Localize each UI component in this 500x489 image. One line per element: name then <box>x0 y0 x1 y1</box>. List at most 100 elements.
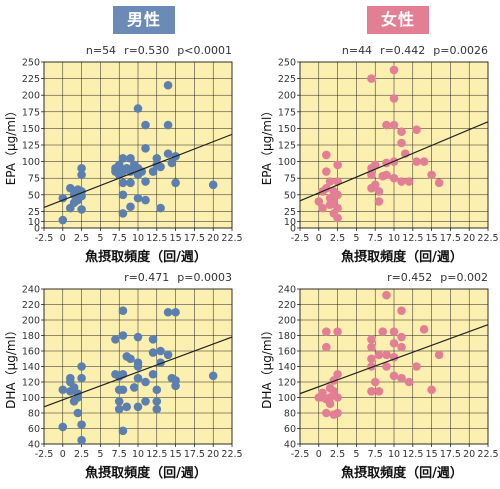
y-tick-label: 100 <box>278 393 296 404</box>
y-tick-label: 175 <box>22 107 40 118</box>
y-tick-label: 125 <box>278 141 296 152</box>
data-point <box>427 385 436 395</box>
regression-line <box>43 336 233 408</box>
data-point <box>118 331 128 340</box>
data-point <box>133 402 143 412</box>
regression-line <box>299 121 489 202</box>
stat-n: n=44 <box>342 44 372 57</box>
x-tick-label: 10 <box>388 449 400 460</box>
y-tick-label: 100 <box>22 393 40 404</box>
data-point <box>333 190 342 200</box>
x-tick-label: -2.5 <box>291 233 310 244</box>
y-tick-label: 40 <box>284 440 296 451</box>
x-tick-label: 22.5 <box>477 449 498 460</box>
data-point <box>370 377 380 387</box>
x-tick-label: 12.5 <box>146 449 167 460</box>
x-tick-label: 15 <box>170 449 182 460</box>
y-tick-label: 0 <box>290 224 296 235</box>
y-tick-label: 100 <box>278 157 296 168</box>
y-tick-label: 225 <box>22 74 40 85</box>
y-tick-label: 80 <box>28 409 40 420</box>
data-point <box>333 213 342 223</box>
y-tick-label: 220 <box>278 300 296 311</box>
data-point <box>148 167 158 176</box>
y-tick-label: 200 <box>22 91 40 102</box>
data-point <box>73 408 83 418</box>
data-point <box>114 404 124 414</box>
data-point <box>397 342 406 352</box>
stat-p: p=0.0026 <box>433 44 488 57</box>
data-point <box>58 422 68 432</box>
data-point <box>77 373 86 383</box>
data-point <box>141 177 150 186</box>
data-point <box>208 371 218 381</box>
y-axis-label: EPA（μg/ml） <box>4 105 18 186</box>
x-tick-label: 15 <box>170 233 182 244</box>
data-point <box>419 157 429 166</box>
data-point <box>66 183 75 193</box>
data-point <box>397 332 406 342</box>
stat-r: r=0.471 <box>124 271 169 284</box>
plot-frame <box>299 288 489 445</box>
data-point <box>163 350 173 360</box>
data-point <box>434 178 444 188</box>
x-tick-label: 2.5 <box>330 449 345 460</box>
data-point <box>404 377 414 387</box>
data-point <box>318 203 327 213</box>
x-tick-label: 7.5 <box>112 449 127 460</box>
y-tick-label: 40 <box>28 440 40 451</box>
data-point <box>141 120 150 130</box>
y-tick-label: 25 <box>28 207 40 218</box>
x-tick-label: 20 <box>207 449 219 460</box>
x-tick-label: 10 <box>132 449 144 460</box>
data-point <box>329 197 339 206</box>
y-tick-label: 60 <box>284 424 296 435</box>
data-point <box>156 203 165 213</box>
data-point <box>133 193 143 203</box>
y-axis-label: EPA（μg/ml） <box>260 105 274 186</box>
data-point <box>333 160 342 170</box>
data-point <box>389 371 399 381</box>
data-point <box>163 120 173 130</box>
y-tick-label: 140 <box>22 362 40 373</box>
x-axis-label: 魚摂取頻度（回/週） <box>341 249 463 265</box>
y-tick-label: 250 <box>22 58 40 69</box>
data-point <box>322 408 331 418</box>
plot-frame <box>43 288 233 445</box>
data-point <box>378 327 388 336</box>
stats-label: r=0.471 p=0.0003 <box>124 271 232 284</box>
data-point <box>374 350 384 360</box>
female-group-label: 女性 <box>367 6 429 34</box>
x-axis-label: 魚摂取頻度（回/週） <box>341 465 463 481</box>
data-point <box>397 127 406 137</box>
x-axis-label: 魚摂取頻度（回/週） <box>85 465 207 481</box>
data-point <box>141 195 150 205</box>
y-tick-label: 80 <box>284 409 296 420</box>
chart-3: -2.5 0 2.5 5 7.5 10 12.5 15 17.5 20 22.5 40 60 80 100 1… <box>4 271 243 481</box>
data-point <box>389 327 399 336</box>
x-tick-label: 5 <box>97 449 103 460</box>
data-point <box>367 170 376 180</box>
data-point <box>171 178 180 188</box>
data-point <box>171 381 180 391</box>
x-tick-label: 12.5 <box>402 233 423 244</box>
data-point <box>208 180 218 190</box>
y-tick-label: 10 <box>28 217 40 228</box>
data-point <box>141 377 150 387</box>
data-point <box>126 202 135 212</box>
x-tick-label: 0 <box>60 233 66 244</box>
data-point <box>114 397 124 406</box>
y-tick-label: 75 <box>284 174 296 185</box>
data-point <box>77 435 86 445</box>
data-point <box>77 420 86 429</box>
data-point <box>397 306 406 316</box>
data-point <box>322 327 331 336</box>
x-tick-label: 2.5 <box>330 233 345 244</box>
y-tick-label: 220 <box>22 300 40 311</box>
x-tick-label: 15 <box>426 233 438 244</box>
data-point <box>389 338 399 348</box>
data-point <box>58 385 68 395</box>
stat-p: p<0.0001 <box>177 44 232 57</box>
data-point <box>389 173 399 183</box>
x-tick-label: 20 <box>463 449 475 460</box>
